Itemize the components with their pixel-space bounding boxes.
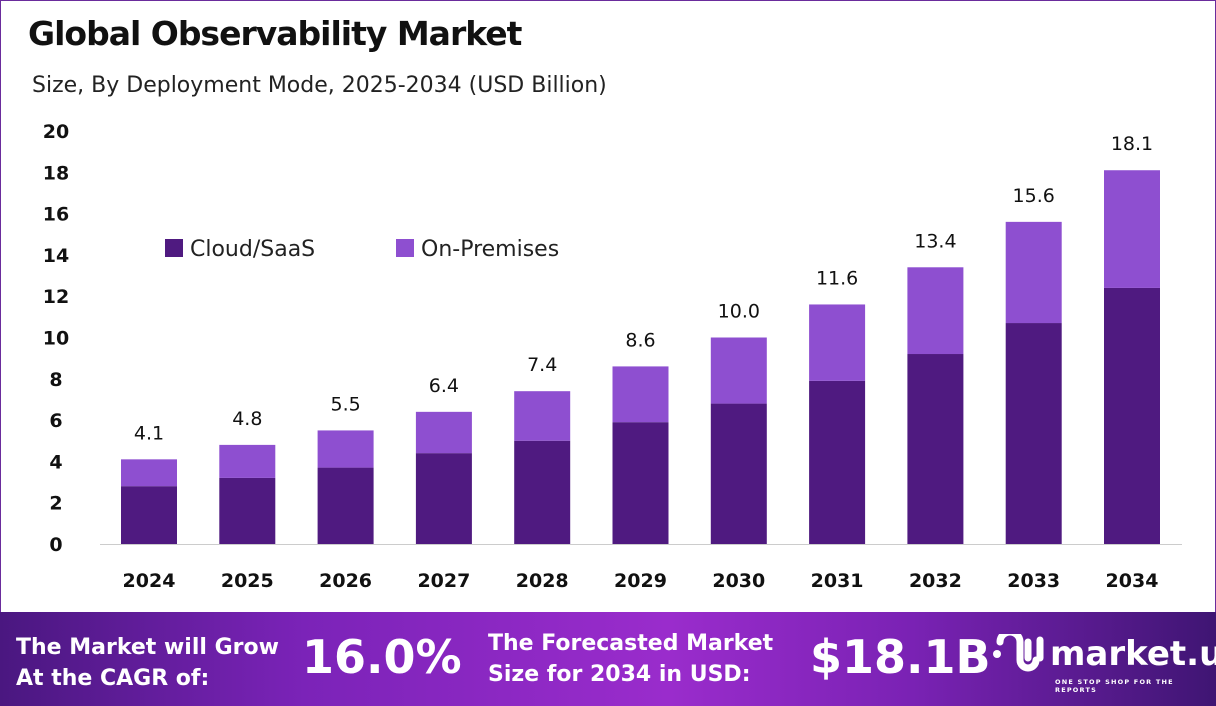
y-tick-label: 12	[43, 286, 69, 308]
x-tick-label: 2031	[811, 570, 864, 592]
data-label-total: 5.5	[330, 393, 360, 415]
bar-cloud-saas-2029	[612, 422, 669, 544]
x-tick-label: 2027	[417, 570, 470, 592]
y-tick-label: 20	[43, 121, 69, 143]
bar-cloud-saas-2033	[1005, 323, 1062, 544]
bar-cloud-saas-2032	[907, 354, 964, 544]
x-tick-label: 2034	[1106, 570, 1159, 592]
bar-on-premises-2029	[612, 366, 669, 423]
legend-label: On-Premises	[421, 237, 559, 262]
forecast-value: $18.1B	[810, 630, 991, 684]
forecast-label-line1: The Forecasted Market	[488, 631, 774, 656]
bar-cloud-saas-2031	[809, 380, 866, 544]
data-label-total: 8.6	[625, 329, 655, 351]
cagr-label: The Market will Grow At the CAGR of:	[16, 632, 279, 694]
y-tick-label: 10	[43, 328, 69, 350]
y-tick-label: 16	[43, 204, 69, 226]
y-tick-label: 14	[43, 245, 69, 267]
cagr-label-line1: The Market will Grow	[16, 635, 279, 660]
y-tick-label: 2	[49, 493, 62, 515]
bar-on-premises-2025	[219, 444, 276, 478]
bar-on-premises-2024	[121, 459, 177, 487]
forecast-label: The Forecasted Market Size for 2034 in U…	[488, 628, 773, 690]
legend-swatch-0	[165, 239, 183, 257]
bar-cloud-saas-2027	[415, 453, 472, 544]
x-tick-label: 2028	[516, 570, 569, 592]
data-label-total: 15.6	[1013, 185, 1055, 207]
bar-cloud-saas-2026	[317, 467, 374, 544]
market-us-logo-icon	[993, 634, 1044, 672]
bar-on-premises-2028	[514, 391, 571, 441]
logo-text: market.us	[1050, 634, 1216, 674]
data-label-total: 7.4	[527, 354, 557, 376]
bar-cloud-saas-2028	[514, 440, 571, 544]
x-tick-label: 2032	[909, 570, 962, 592]
data-label-total: 6.4	[429, 375, 459, 397]
y-tick-label: 8	[49, 369, 62, 391]
x-tick-label: 2033	[1007, 570, 1060, 592]
x-tick-label: 2026	[319, 570, 372, 592]
legend-swatch-1	[396, 239, 414, 257]
chart-title: Global Observability Market	[28, 14, 522, 53]
chart-subtitle: Size, By Deployment Mode, 2025-2034 (USD…	[32, 73, 607, 98]
bar-on-premises-2032	[907, 267, 964, 355]
data-label-total: 11.6	[816, 267, 858, 289]
x-tick-label: 2030	[712, 570, 765, 592]
chart-svg: 0 2 4 6 8 10 12 14 16 18 20 4.1 2024 4.8 2025 5.5 2026 6.…	[43, 121, 1182, 592]
data-label-total: 18.1	[1111, 133, 1153, 155]
y-tick-label: 4	[49, 451, 62, 473]
x-tick-label: 2029	[614, 570, 667, 592]
bar-on-premises-2031	[809, 304, 866, 381]
y-tick-label: 0	[49, 534, 62, 556]
data-label-total: 13.4	[914, 230, 956, 252]
bar-on-premises-2033	[1005, 221, 1062, 324]
data-label-total: 4.8	[232, 408, 262, 430]
y-tick-label: 6	[49, 410, 62, 432]
x-tick-label: 2025	[221, 570, 274, 592]
data-label-total: 10.0	[718, 301, 760, 323]
cagr-label-line2: At the CAGR of:	[16, 666, 210, 691]
y-tick-label: 18	[43, 162, 69, 184]
x-tick-label: 2024	[123, 570, 176, 592]
bar-cloud-saas-2024	[121, 486, 177, 544]
logo-tagline: ONE STOP SHOP FOR THE REPORTS	[1055, 678, 1174, 694]
data-label-total: 4.1	[134, 422, 164, 444]
bar-cloud-saas-2025	[219, 477, 276, 544]
bar-on-premises-2030	[710, 337, 767, 404]
legend-label: Cloud/SaaS	[190, 237, 315, 262]
footer-banner: The Market will Grow At the CAGR of: 16.…	[0, 612, 1216, 706]
bar-on-premises-2027	[415, 411, 472, 454]
bar-on-premises-2034	[1104, 170, 1160, 288]
bar-on-premises-2026	[317, 430, 374, 468]
cagr-value: 16.0%	[302, 630, 462, 684]
forecast-label-line2: Size for 2034 in USD:	[488, 662, 751, 687]
bar-cloud-saas-2034	[1104, 287, 1160, 544]
bar-cloud-saas-2030	[710, 403, 767, 544]
